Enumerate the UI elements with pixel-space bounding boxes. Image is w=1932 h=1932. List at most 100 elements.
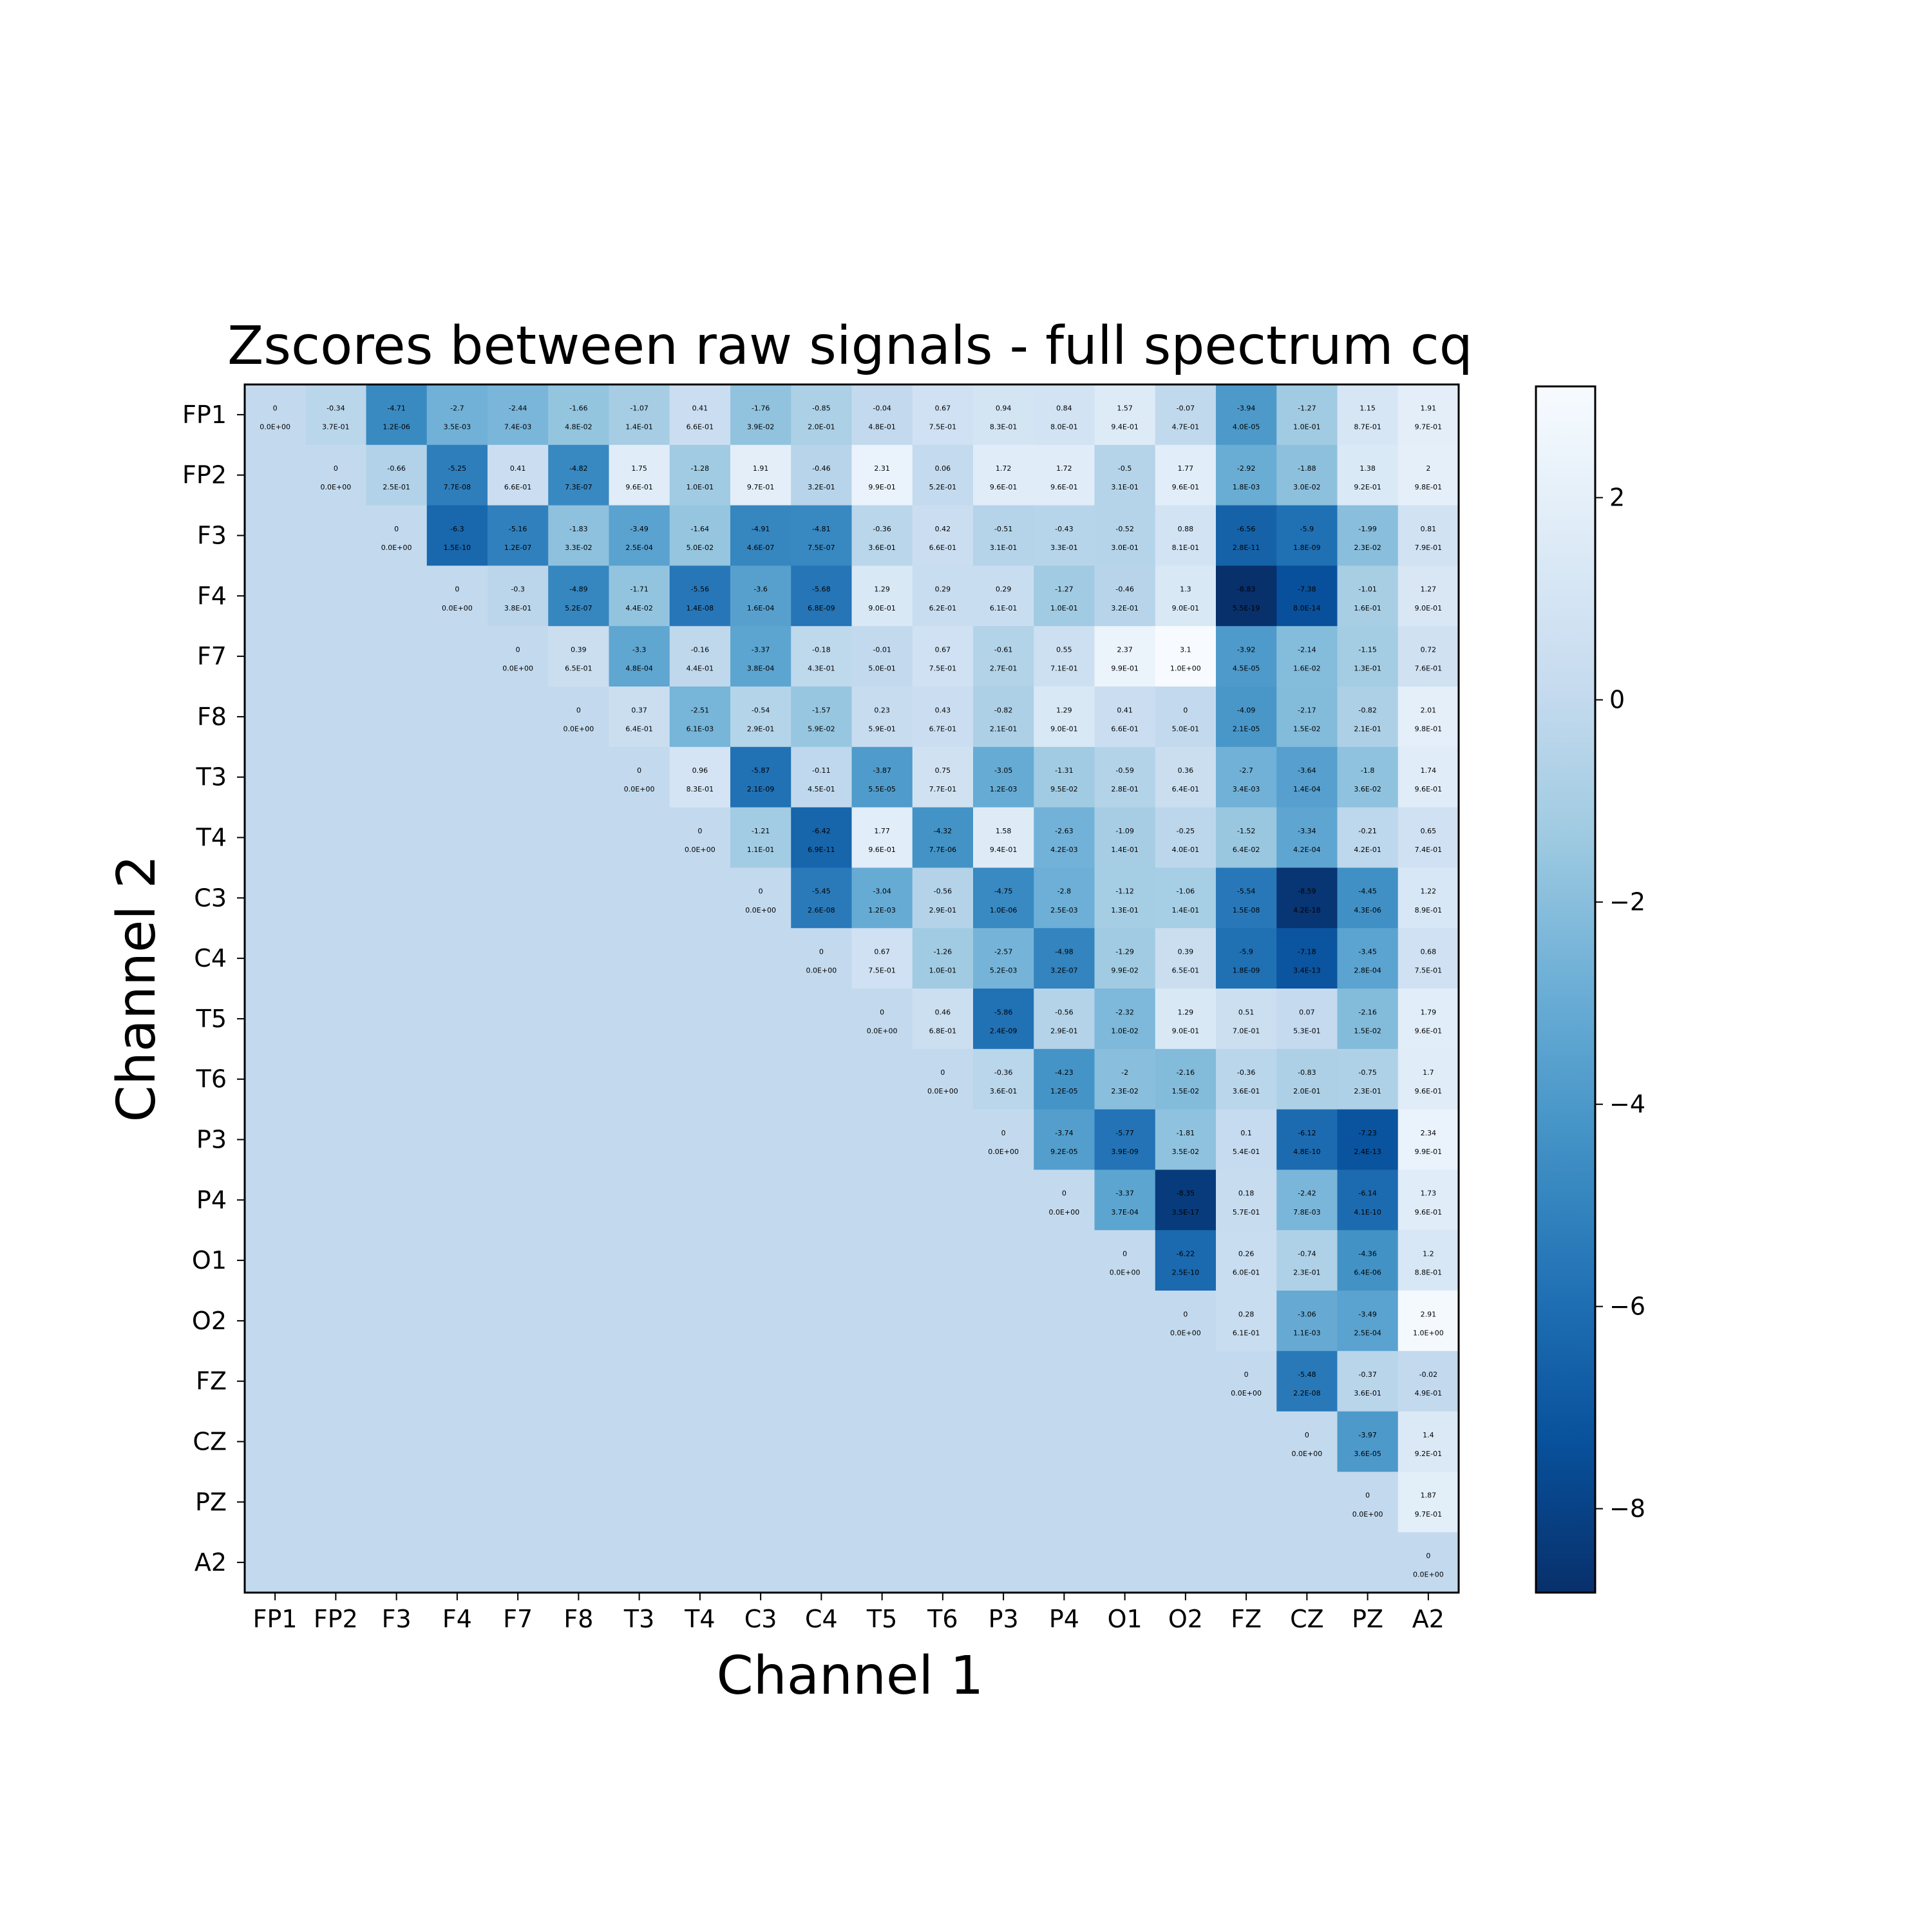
heatmap-cell bbox=[426, 1532, 488, 1593]
heatmap-cell bbox=[366, 1291, 428, 1352]
heatmap-cell bbox=[973, 444, 1035, 506]
heatmap-cell bbox=[973, 989, 1035, 1050]
chart-title: Zscores between raw signals - full spect… bbox=[227, 316, 1473, 377]
heatmap-cell bbox=[1094, 1291, 1156, 1352]
heatmap-cell bbox=[1337, 1109, 1399, 1171]
y-tick-label: F4 bbox=[197, 582, 227, 610]
heatmap-cell bbox=[1397, 505, 1459, 567]
heatmap-cell bbox=[305, 928, 367, 989]
heatmap-cell bbox=[1094, 867, 1156, 929]
cell-zscore-label: -0.46 bbox=[1115, 585, 1133, 594]
cell-zscore-label: -1.27 bbox=[1298, 404, 1316, 412]
cell-pvalue-label: 8.1E-01 bbox=[1172, 544, 1199, 552]
heatmap-cell bbox=[548, 867, 610, 929]
heatmap-cell bbox=[366, 1109, 428, 1171]
heatmap-cell bbox=[1034, 989, 1095, 1050]
cell-zscore-label: 0 bbox=[1062, 1189, 1066, 1198]
heatmap-cell bbox=[791, 1109, 853, 1171]
heatmap-cell bbox=[609, 1532, 670, 1593]
cell-zscore-label: -1.31 bbox=[1055, 766, 1073, 775]
cell-zscore-label: -0.82 bbox=[1358, 706, 1376, 714]
cell-pvalue-label: 1.5E-02 bbox=[1172, 1087, 1199, 1095]
y-tick-label: O1 bbox=[192, 1246, 227, 1274]
cell-zscore-label: 0 bbox=[334, 464, 338, 473]
heatmap-cell bbox=[1337, 1532, 1399, 1593]
heatmap-cell bbox=[366, 1048, 428, 1110]
cell-pvalue-label: 3.0E-02 bbox=[1293, 483, 1320, 491]
cell-zscore-label: 0.26 bbox=[1238, 1250, 1255, 1258]
cell-pvalue-label: 9.8E-01 bbox=[1415, 483, 1442, 491]
heatmap-cell bbox=[1155, 505, 1217, 567]
cell-zscore-label: -4.71 bbox=[387, 404, 405, 412]
heatmap-cell bbox=[305, 1472, 367, 1533]
cell-zscore-label: 0.07 bbox=[1299, 1008, 1315, 1016]
x-tick-label: FP1 bbox=[253, 1605, 298, 1633]
x-tick-label: T3 bbox=[623, 1605, 654, 1633]
heatmap-cell bbox=[791, 1472, 853, 1533]
heatmap-cell bbox=[1034, 384, 1095, 446]
heatmap-cell bbox=[1337, 1411, 1399, 1473]
heatmap-cell bbox=[426, 1230, 488, 1291]
cell-pvalue-label: 9.6E-01 bbox=[1415, 1087, 1442, 1095]
cell-pvalue-label: 3.5E-17 bbox=[1172, 1208, 1199, 1217]
heatmap-cell bbox=[973, 565, 1035, 627]
cell-zscore-label: -1.21 bbox=[752, 827, 770, 835]
heatmap-cell bbox=[488, 1170, 549, 1231]
heatmap-cell bbox=[730, 687, 792, 748]
heatmap-cell bbox=[730, 928, 792, 989]
cell-zscore-label: 1.73 bbox=[1421, 1189, 1437, 1198]
heatmap-cell bbox=[973, 687, 1035, 748]
heatmap-cell bbox=[791, 1350, 853, 1412]
colorbar-tick-label: −2 bbox=[1609, 888, 1645, 916]
cell-zscore-label: 0.96 bbox=[692, 766, 708, 775]
heatmap-cell bbox=[973, 1109, 1035, 1171]
cell-pvalue-label: 4.0E-05 bbox=[1233, 422, 1260, 431]
heatmap-cell bbox=[1155, 1109, 1217, 1171]
heatmap-cell bbox=[1276, 1350, 1338, 1412]
cell-zscore-label: -4.91 bbox=[752, 525, 770, 533]
y-tick-label: T5 bbox=[196, 1005, 227, 1033]
cell-zscore-label: 0.72 bbox=[1421, 646, 1437, 654]
cell-zscore-label: -0.36 bbox=[994, 1068, 1012, 1077]
heatmap-cell bbox=[1397, 626, 1459, 687]
cell-zscore-label: -1.64 bbox=[691, 525, 709, 533]
cell-pvalue-label: 1.6E-01 bbox=[1354, 604, 1381, 612]
cell-pvalue-label: 1.3E-01 bbox=[1111, 906, 1138, 914]
cell-pvalue-label: 2.6E-08 bbox=[808, 906, 835, 914]
cell-zscore-label: -5.9 bbox=[1300, 525, 1314, 533]
cell-pvalue-label: 2.0E-01 bbox=[808, 422, 835, 431]
heatmap-cell bbox=[912, 1411, 974, 1473]
heatmap-cell bbox=[366, 1472, 428, 1533]
cell-zscore-label: -1.52 bbox=[1237, 827, 1255, 835]
y-axis-ticks: FP1 FP2 F3 F4 F7 F8 T3 T4 C3 C4 T5 T6 P3 P4 O1 O2 FZ CZ PZ… bbox=[182, 401, 245, 1577]
y-tick-label: T3 bbox=[196, 763, 227, 791]
cell-pvalue-label: 0.0E+00 bbox=[988, 1148, 1019, 1156]
heatmap-cell bbox=[1216, 746, 1278, 808]
cell-pvalue-label: 2.1E-01 bbox=[990, 724, 1017, 733]
cell-zscore-label: -5.16 bbox=[509, 525, 527, 533]
cell-zscore-label: -4.89 bbox=[569, 585, 587, 594]
heatmap-cell bbox=[730, 1411, 792, 1473]
heatmap-cell bbox=[669, 1411, 731, 1473]
cell-pvalue-label: 6.4E-01 bbox=[1172, 785, 1199, 793]
heatmap-cell bbox=[851, 1350, 913, 1412]
heatmap-cell bbox=[1337, 1230, 1399, 1291]
heatmap-cell bbox=[609, 687, 670, 748]
heatmap-cell bbox=[1034, 1170, 1095, 1231]
heatmap-cell bbox=[548, 1048, 610, 1110]
cell-pvalue-label: 1.2E-03 bbox=[868, 906, 895, 914]
heatmap-cell bbox=[488, 1230, 549, 1291]
cell-zscore-label: 0 bbox=[1426, 1552, 1430, 1560]
heatmap-cell bbox=[1155, 989, 1217, 1050]
heatmap-cell bbox=[1094, 1109, 1156, 1171]
heatmap-cell bbox=[609, 1291, 670, 1352]
cell-pvalue-label: 9.6E-01 bbox=[625, 483, 652, 491]
heatmap-cell bbox=[1397, 746, 1459, 808]
cell-pvalue-label: 3.4E-03 bbox=[1233, 785, 1260, 793]
cell-zscore-label: -3.45 bbox=[1358, 948, 1376, 956]
cell-zscore-label: 1.72 bbox=[996, 464, 1012, 473]
x-tick-label: O2 bbox=[1168, 1605, 1203, 1633]
cell-pvalue-label: 2.1E-05 bbox=[1233, 724, 1260, 733]
x-tick-label: P4 bbox=[1049, 1605, 1079, 1633]
cell-zscore-label: -6.22 bbox=[1177, 1250, 1195, 1258]
